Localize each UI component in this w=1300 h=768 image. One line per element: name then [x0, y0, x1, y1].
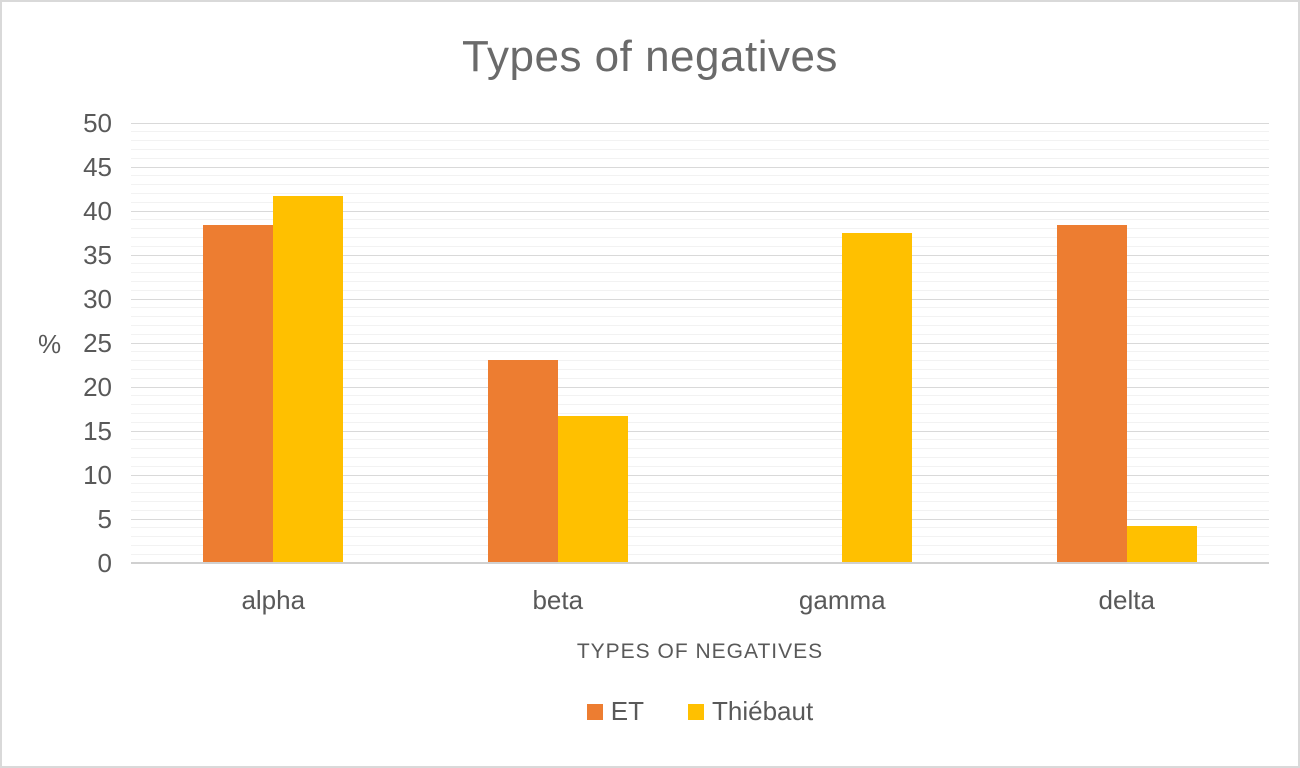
bar-thiébaut-alpha: [273, 196, 344, 563]
y-tick-15: 15: [83, 416, 112, 446]
gridline-major: [131, 254, 1269, 256]
legend-swatch-et: [586, 703, 603, 720]
gridline-minor: [131, 351, 1269, 353]
legend-label-et: ET: [610, 696, 645, 726]
gridline-minor: [131, 236, 1269, 238]
gridline-minor: [131, 148, 1269, 150]
gridline-minor: [131, 228, 1269, 230]
x-axis-title: TYPES OF NEGATIVES: [576, 640, 824, 663]
gridline-minor: [131, 201, 1269, 203]
gridline-minor: [131, 245, 1269, 247]
x-axis-line: [131, 562, 1269, 564]
gridline-minor: [131, 492, 1269, 494]
x-category-gamma: gamma: [798, 585, 886, 615]
gridline-major: [131, 210, 1269, 212]
gridline-major: [131, 518, 1269, 520]
y-tick-0: 0: [97, 548, 112, 578]
gridline-major: [131, 430, 1269, 432]
gridline-minor: [131, 157, 1269, 159]
chart-title: Types of negatives: [462, 32, 838, 81]
x-category-alpha: alpha: [241, 585, 306, 615]
gridline-minor: [131, 280, 1269, 282]
gridline-minor: [131, 448, 1269, 450]
y-tick-45: 45: [83, 152, 112, 182]
gridline-minor: [131, 377, 1269, 379]
gridline-minor: [131, 439, 1269, 441]
x-axis-categories: alpha beta gamma delta: [131, 585, 1269, 615]
bar-thiébaut-gamma: [842, 233, 913, 563]
gridline-minor: [131, 421, 1269, 423]
y-tick-35: 35: [83, 240, 112, 270]
y-tick-25: 25: [83, 328, 112, 358]
legend-swatch-thiebaut: [688, 703, 705, 720]
gridline-minor: [131, 307, 1269, 309]
gridline-minor: [131, 219, 1269, 221]
gridline-minor: [131, 289, 1269, 291]
gridline-minor: [131, 131, 1269, 133]
gridline-minor: [131, 483, 1269, 485]
x-category-delta: delta: [1098, 585, 1155, 615]
gridline-major: [131, 342, 1269, 344]
gridline-minor: [131, 316, 1269, 318]
gridline-minor: [131, 456, 1269, 458]
gridline-minor: [131, 140, 1269, 142]
legend-item-et: ET: [586, 696, 645, 727]
bar-thiébaut-beta: [557, 416, 628, 563]
gridline-minor: [131, 500, 1269, 502]
legend-label-thiebaut: Thiébaut: [712, 696, 814, 726]
gridline-minor: [131, 527, 1269, 529]
legend-item-thiebaut: Thiébaut: [688, 696, 813, 727]
gridline-minor: [131, 324, 1269, 326]
gridline-major: [131, 166, 1269, 168]
gridline-minor: [131, 360, 1269, 362]
gridline-major: [131, 122, 1269, 124]
gridline-major: [131, 386, 1269, 388]
gridline-minor: [131, 412, 1269, 414]
gridline-minor: [131, 192, 1269, 194]
y-tick-20: 20: [83, 372, 112, 402]
gridline-minor: [131, 544, 1269, 546]
bar-thiébaut-delta: [1126, 526, 1197, 563]
gridline-minor: [131, 263, 1269, 265]
gridline-minor: [131, 333, 1269, 335]
bar-et-beta: [487, 359, 558, 563]
y-tick-30: 30: [83, 284, 112, 314]
x-category-beta: beta: [532, 585, 584, 615]
legend: ET Thiébaut: [131, 696, 1269, 727]
y-axis-ticks: 0 5 10 15 20 25 30 35 40 45 50: [2, 2, 112, 766]
gridline-minor: [131, 395, 1269, 397]
gridline-minor: [131, 368, 1269, 370]
gridline-minor: [131, 184, 1269, 186]
y-tick-10: 10: [83, 460, 112, 490]
gridline-minor: [131, 175, 1269, 177]
y-tick-50: 50: [83, 108, 112, 138]
gridline-major: [131, 298, 1269, 300]
gridline-minor: [131, 536, 1269, 538]
gridline-minor: [131, 509, 1269, 511]
bar-et-alpha: [203, 224, 274, 563]
gridline-major: [131, 474, 1269, 476]
gridline-minor: [131, 404, 1269, 406]
y-tick-5: 5: [97, 504, 112, 534]
y-axis-label: %: [38, 329, 62, 359]
plot-area: [131, 122, 1269, 564]
gridline-minor: [131, 272, 1269, 274]
bar-et-delta: [1056, 224, 1127, 563]
gridline-minor: [131, 553, 1269, 555]
gridline-minor: [131, 465, 1269, 467]
y-tick-40: 40: [83, 196, 112, 226]
